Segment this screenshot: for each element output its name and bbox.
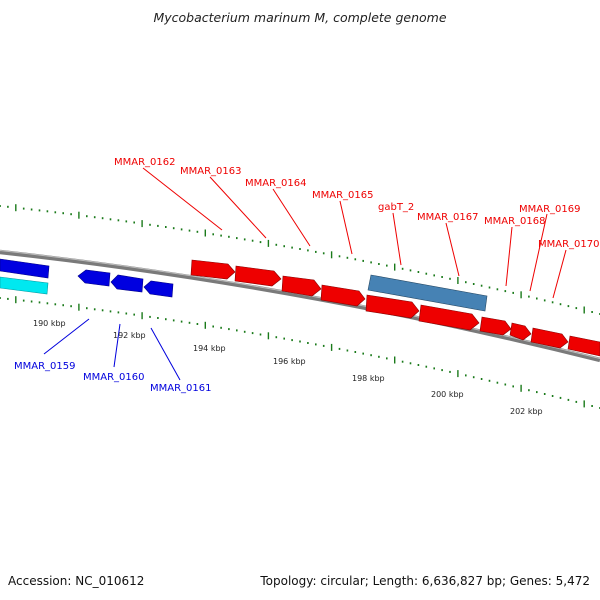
- partial-gene-feature-right[interactable]: [567, 335, 600, 357]
- leader-line: [272, 188, 311, 247]
- gene-label-mmar-0167[interactable]: MMAR_0167: [417, 212, 479, 223]
- gene-arrow-mmar-0164[interactable]: [281, 275, 322, 297]
- leader-line: [142, 167, 223, 231]
- leader-line: [113, 323, 121, 368]
- gene-label-mmar-0160[interactable]: MMAR_0160: [83, 372, 145, 383]
- gene-label-mmar-0168[interactable]: MMAR_0168: [484, 216, 546, 227]
- accession-text: Accession: NC_010612: [8, 574, 145, 588]
- gene-label-mmar-0165[interactable]: MMAR_0165: [312, 190, 374, 201]
- gene-arrow-mmar-0167[interactable]: [418, 304, 480, 331]
- leader-line: [392, 212, 402, 266]
- scale-label: 194 kbp: [193, 344, 226, 353]
- leader-line: [445, 222, 460, 277]
- leader-line: [150, 327, 181, 381]
- gene-label-mmar-0163[interactable]: MMAR_0163: [180, 166, 242, 177]
- gene-arrow-mmar-0168[interactable]: [479, 316, 512, 336]
- gene-label-mmar-0162[interactable]: MMAR_0162: [114, 157, 176, 168]
- gene-label-mmar-0161[interactable]: MMAR_0161: [150, 383, 212, 394]
- gene-label-mmar-0169[interactable]: MMAR_0169: [519, 204, 581, 215]
- leader-line: [529, 213, 548, 292]
- scale-label: 192 kbp: [113, 331, 146, 340]
- gene-arrow-mmar-0170[interactable]: [530, 327, 569, 349]
- gene-label-mmar-0159[interactable]: MMAR_0159: [14, 361, 76, 372]
- leader-line: [43, 318, 90, 355]
- scale-label: 200 kbp: [431, 390, 464, 399]
- gene-feature-gabt-2[interactable]: [367, 274, 488, 312]
- leader-line: [505, 226, 513, 287]
- scale-label: 202 kbp: [510, 407, 543, 416]
- leader-line: [209, 176, 267, 239]
- inner-tick-ring: [0, 296, 600, 409]
- leader-line: [552, 249, 567, 299]
- gene-label-mmar-0170[interactable]: MMAR_0170: [538, 239, 600, 250]
- scale-label: 190 kbp: [33, 319, 66, 328]
- partial-gene-feature[interactable]: [0, 258, 50, 279]
- partial-cyan-feature[interactable]: [0, 276, 49, 295]
- gene-arrow-mmar-0166[interactable]: [365, 294, 420, 319]
- gene-arrow-mmar-0162[interactable]: [190, 259, 236, 280]
- outer-tick-ring: [0, 204, 600, 315]
- gene-arrow-mmar-0159-region[interactable]: [77, 269, 111, 287]
- genome-backbone: [0, 249, 600, 363]
- gene-arrow-mmar-0165[interactable]: [320, 284, 366, 307]
- gene-arrow-mmar-0161[interactable]: [143, 280, 174, 298]
- genome-info-text: Topology: circular; Length: 6,636,827 bp…: [260, 574, 590, 588]
- gene-label-mmar-0164[interactable]: MMAR_0164: [245, 178, 307, 189]
- gene-arrow-mmar-0169[interactable]: [509, 322, 532, 341]
- gene-arrow-mmar-0160[interactable]: [110, 274, 144, 293]
- map-title: Mycobacterium marinum M, complete genome: [153, 10, 447, 25]
- scale-label: 196 kbp: [273, 357, 306, 366]
- leader-line: [339, 200, 353, 255]
- scale-label: 198 kbp: [352, 374, 385, 383]
- gene-label-gabt-2[interactable]: gabT_2: [378, 202, 414, 213]
- gene-arrow-mmar-0163[interactable]: [234, 265, 282, 287]
